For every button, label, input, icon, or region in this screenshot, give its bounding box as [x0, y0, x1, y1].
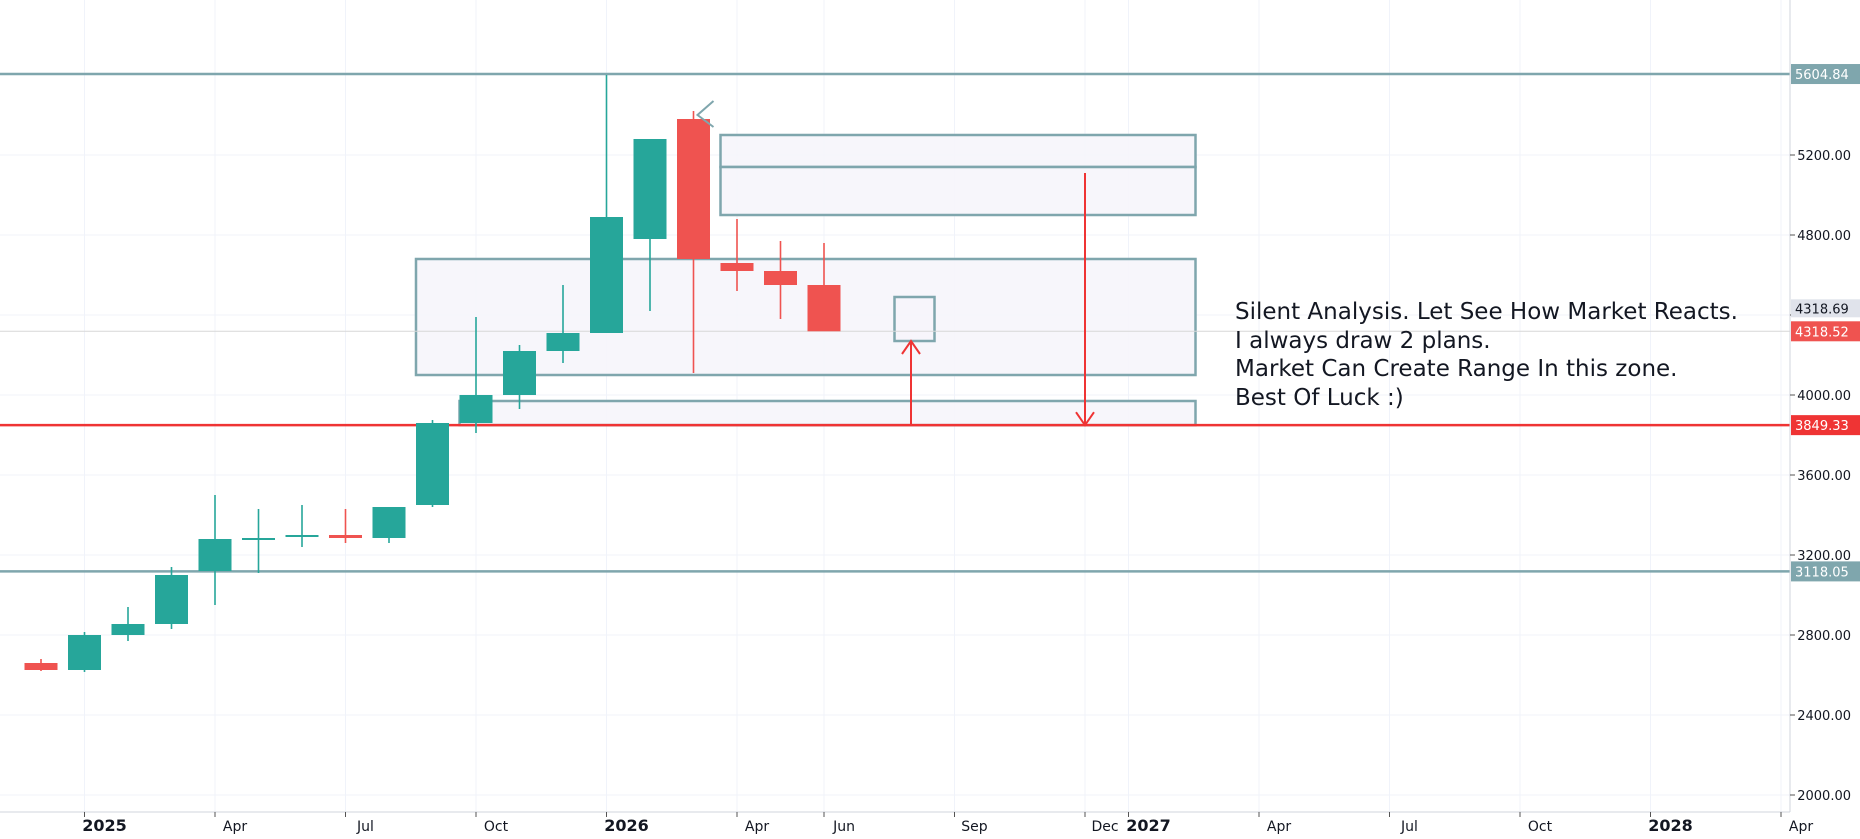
price-zone-box: [719, 165, 1197, 217]
time-tick-label: Apr: [1267, 819, 1291, 835]
time-tick-label: Apr: [223, 819, 247, 835]
candle-body: [111, 624, 145, 635]
current-price-badge-text: 4318.52: [1795, 325, 1849, 340]
candlestick-series: [24, 75, 841, 672]
price-zone-box: [414, 257, 1197, 377]
candle-body: [590, 217, 623, 333]
arrow-head: [1075, 411, 1095, 427]
time-axis[interactable]: 2025 Apr Jul Oct 2026 Apr Jun Sep Dec 2027 Apr Jul O…: [0, 811, 1813, 839]
candle-body: [198, 539, 232, 571]
level-price-badge-text: 3118.05: [1795, 565, 1849, 580]
current-price-badge: [1791, 321, 1860, 342]
candle-body: [546, 333, 580, 351]
time-tick-label: Apr: [745, 819, 769, 835]
analysis-note-line-1: Silent Analysis. Let See How Market Reac…: [1235, 299, 1738, 325]
candle-body: [329, 535, 362, 538]
candle-body: [503, 351, 536, 395]
analysis-note-line-2: I always draw 2 plans.: [1235, 327, 1491, 354]
level-price-badge: [1791, 415, 1860, 436]
analysis-note: Silent Analysis. Let See How Market Reac…: [1235, 298, 1738, 412]
time-tick-label: Sep: [961, 819, 988, 835]
analysis-note-line-3: Market Can Create Range In this zone.: [1235, 356, 1678, 382]
horizontal-levels: [0, 72, 1790, 573]
drawing-arrows: [901, 173, 1095, 427]
candle-body: [633, 139, 667, 239]
candle-body: [764, 271, 797, 285]
time-tick-label: 2026: [604, 816, 649, 835]
time-tick-label: Oct: [484, 819, 509, 835]
time-tick-label: Dec: [1091, 819, 1118, 835]
chart-decorations: [695, 100, 715, 128]
time-tick-label: Jun: [832, 819, 855, 835]
time-tick-label: Jul: [1400, 819, 1418, 835]
time-tick-label: 2027: [1126, 816, 1171, 835]
last-value-badge: [1791, 299, 1860, 318]
time-tick-label: 2025: [82, 816, 127, 835]
time-tick-label: Apr: [1789, 819, 1813, 835]
price-tick-label: 2400.00: [1797, 709, 1851, 724]
price-tick-label: 2800.00: [1797, 629, 1851, 644]
time-axis-background: [0, 812, 1790, 839]
candle-body: [24, 663, 58, 670]
level-price-badge-text: 5604.84: [1795, 68, 1849, 83]
candle-body: [68, 635, 101, 670]
price-tick-label: 4800.00: [1797, 229, 1851, 244]
price-tick-label: 5200.00: [1797, 149, 1851, 164]
candle-body: [416, 423, 449, 505]
time-tick-label: 2028: [1648, 816, 1693, 835]
level-price-badge: [1791, 64, 1860, 85]
candle-body: [459, 395, 493, 423]
price-zone-box: [893, 295, 936, 343]
candle-body: [155, 575, 188, 624]
price-zone-box: [719, 133, 1197, 169]
candle-body: [720, 263, 754, 271]
price-tick-label: 3600.00: [1797, 469, 1851, 484]
candle-body: [807, 285, 841, 332]
candle-body: [242, 538, 275, 540]
chevron-left-icon: [695, 100, 715, 128]
price-tick-label: 3200.00: [1797, 549, 1851, 564]
candle-body: [285, 535, 319, 537]
drawing-zones: [414, 133, 1197, 427]
time-tick-label: Oct: [1528, 819, 1553, 835]
candle-body: [372, 507, 406, 538]
price-tick-label: 2000.00: [1797, 789, 1851, 804]
candle-body: [677, 119, 710, 259]
level-price-badge: [1791, 561, 1860, 582]
last-value-badge-text: 4318.69: [1795, 302, 1849, 317]
price-tick-label: 4000.00: [1797, 389, 1851, 404]
price-axis[interactable]: 2000.00 2400.00 2800.00 3200.00 3600.00 4000.…: [1789, 0, 1860, 839]
analysis-note-line-4: Best Of Luck :): [1235, 384, 1404, 411]
level-price-badge-text: 3849.33: [1795, 419, 1849, 434]
time-tick-label: Jul: [356, 819, 374, 835]
arrow-head: [901, 339, 921, 355]
